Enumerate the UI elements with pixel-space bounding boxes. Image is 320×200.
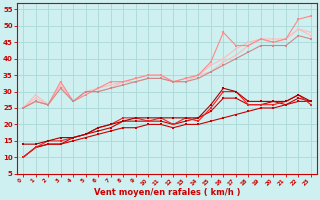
X-axis label: Vent moyen/en rafales ( km/h ): Vent moyen/en rafales ( km/h ) xyxy=(94,188,240,197)
